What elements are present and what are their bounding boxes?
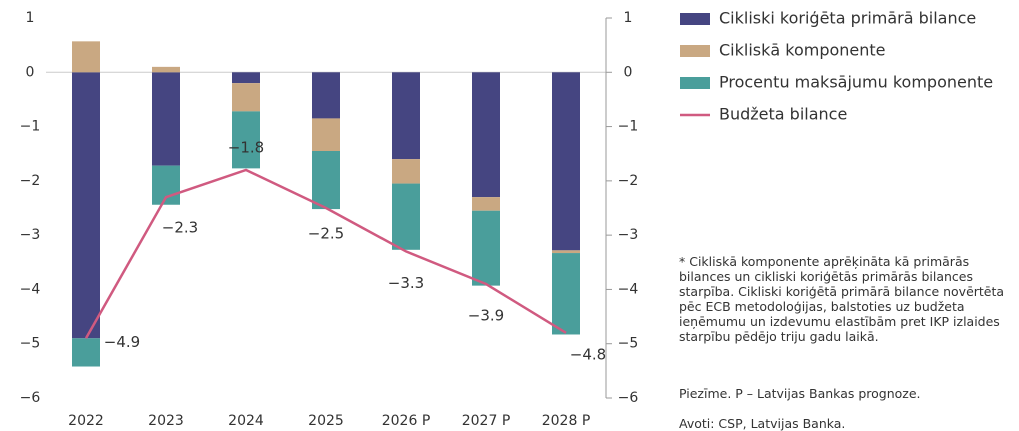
bar-segment: [312, 151, 340, 210]
bar-segment: [392, 159, 420, 184]
x-tick-label: 2024: [228, 413, 264, 429]
y-tick-label: −2: [20, 173, 41, 189]
y-tick-label: −6: [20, 390, 41, 406]
bar-segment: [392, 72, 420, 160]
x-tick-label: 2022: [68, 413, 104, 429]
bar-segment: [312, 118, 340, 151]
y-tick-label: 1: [26, 10, 35, 26]
y2-tick-label: −1: [618, 119, 639, 135]
bar-segment: [72, 41, 100, 73]
bar-segment: [392, 183, 420, 250]
legend-label: Cikliski koriģēta primārā bilance: [719, 9, 976, 28]
y-tick-label: −3: [20, 227, 41, 243]
bar-segment: [232, 72, 260, 84]
bar-segment: [552, 250, 580, 254]
y2-tick-label: −4: [618, 281, 639, 297]
bar-segment: [72, 72, 100, 339]
line: [84, 168, 567, 339]
y-tick-label: 0: [26, 64, 35, 80]
bar-segment: [72, 338, 100, 367]
x-tick-label: 2028 P: [542, 413, 591, 429]
bar-segment: [312, 72, 340, 119]
bar-segment: [472, 197, 500, 211]
legend-label: Cikliskā komponente: [719, 41, 886, 60]
legend-label: Budžeta bilance: [719, 105, 847, 124]
legend-swatch: [680, 77, 710, 89]
x-tick-label: 2023: [148, 413, 184, 429]
footnote: * Cikliskā komponente aprēķināta kā prim…: [679, 254, 1005, 344]
y2-tick-label: −2: [618, 173, 639, 189]
sources: Avoti: CSP, Latvijas Banka.: [679, 416, 846, 431]
y2-tick-label: 1: [624, 10, 633, 26]
bar-segment: [472, 210, 500, 286]
legend-swatch: [680, 45, 710, 57]
x-tick-label: 2026 P: [382, 413, 431, 429]
bar-segment: [552, 253, 580, 335]
data-label: −1.8: [228, 139, 264, 157]
y2-tick-label: −5: [618, 336, 639, 352]
data-label: −2.3: [162, 219, 198, 237]
bar-segment: [552, 72, 580, 251]
data-label: −4.8: [570, 345, 606, 363]
legend-swatch: [680, 13, 710, 25]
bar-segment: [152, 72, 180, 166]
y2-tick-label: −6: [618, 390, 639, 406]
bar-segment: [232, 83, 260, 112]
legend-label: Procentu maksājumu komponente: [719, 73, 993, 92]
y-tick-label: −5: [20, 336, 41, 352]
bar-segment: [472, 72, 500, 198]
bar-segment: [232, 111, 260, 169]
data-label: −3.9: [468, 307, 504, 325]
bar-segment: [152, 66, 180, 73]
data-label: −4.9: [104, 333, 140, 351]
y-tick-label: −1: [20, 119, 41, 135]
y2-tick-label: −3: [618, 227, 639, 243]
note: Piezīme. P – Latvijas Bankas prognoze.: [679, 386, 921, 401]
data-label: −2.5: [308, 225, 344, 243]
y2-tick-label: 0: [624, 64, 633, 80]
y-tick-label: −4: [20, 281, 41, 297]
data-label: −3.3: [388, 274, 424, 292]
x-tick-label: 2025: [308, 413, 344, 429]
x-tick-label: 2027 P: [462, 413, 511, 429]
